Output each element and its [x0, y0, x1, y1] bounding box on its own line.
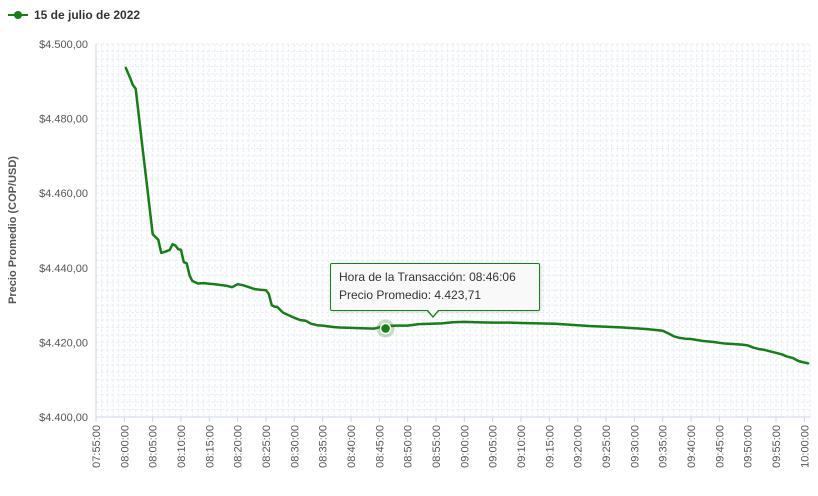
- tooltip: Hora de la Transacción: 08:46:06 Precio …: [330, 263, 540, 311]
- y-tick-label: $4.500,00: [39, 39, 88, 51]
- x-tick-label: 08:50:00: [403, 425, 415, 468]
- y-axis-label: Precio Promedio (COP/USD): [7, 156, 19, 304]
- x-tick-label: 08:55:00: [431, 425, 443, 468]
- y-tick-label: $4.460,00: [39, 188, 88, 200]
- x-tick-label: 09:35:00: [658, 425, 670, 468]
- x-tick-label: 09:25:00: [601, 425, 613, 468]
- x-tick-label: 08:45:00: [374, 425, 386, 468]
- x-tick-label: 08:15:00: [204, 425, 216, 468]
- x-tick-label: 09:00:00: [459, 425, 471, 468]
- x-tick-label: 08:25:00: [261, 425, 273, 468]
- x-tick-label: 09:50:00: [743, 425, 755, 468]
- x-tick-label: 09:10:00: [516, 425, 528, 468]
- legend-item[interactable]: 15 de julio de 2022: [8, 8, 140, 22]
- x-tick-label: 08:40:00: [346, 425, 358, 468]
- x-tick-label: 09:55:00: [771, 425, 783, 468]
- legend-line-icon: [8, 9, 28, 21]
- x-tick-label: 09:15:00: [544, 425, 556, 468]
- x-tick-label: 09:45:00: [714, 425, 726, 468]
- x-tick-label: 10:00:00: [799, 425, 811, 468]
- x-tick-label: 07:55:00: [91, 425, 103, 468]
- x-tick-label: 09:20:00: [573, 425, 585, 468]
- y-tick-label: $4.480,00: [39, 114, 88, 126]
- x-tick-label: 09:05:00: [488, 425, 500, 468]
- x-tick-label: 08:30:00: [289, 425, 301, 468]
- y-tick-label: $4.420,00: [39, 337, 88, 349]
- x-tick-label: 09:30:00: [629, 425, 641, 468]
- x-tick-label: 08:00:00: [119, 425, 131, 468]
- hover-point: [379, 322, 392, 335]
- series-layer: [124, 66, 810, 365]
- axes: $4.400,00 $4.420,00 $4.440,00 $4.460,00 $4.4…: [39, 39, 811, 468]
- x-tick-label: 08:20:00: [233, 425, 245, 468]
- series-line: [124, 66, 810, 365]
- x-tick-label: 08:10:00: [176, 425, 188, 468]
- y-tick-label: $4.400,00: [39, 412, 88, 424]
- y-tick-label: $4.440,00: [39, 263, 88, 275]
- x-tick-label: 08:35:00: [318, 425, 330, 468]
- x-tick-label: 09:40:00: [686, 425, 698, 468]
- tooltip-price: Precio Promedio: 4.423,71: [339, 288, 482, 302]
- legend-label: 15 de julio de 2022: [34, 8, 141, 22]
- tooltip-time: Hora de la Transacción: 08:46:06: [339, 270, 516, 284]
- x-tick-label: 08:05:00: [148, 425, 160, 468]
